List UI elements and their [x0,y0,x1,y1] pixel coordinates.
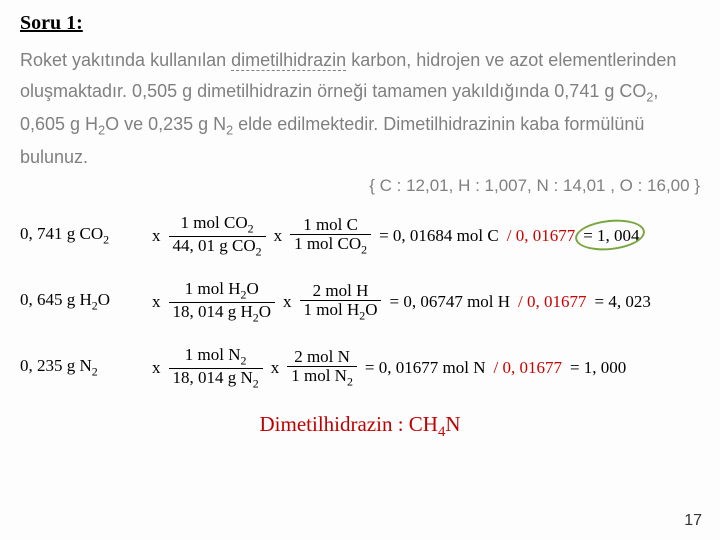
problem-text-4: O ve 0,235 g N [105,114,226,134]
result: = 0, 01677 mol N [365,358,486,378]
final-ratio: = 1, 004 [583,226,639,246]
calc-row-nitrogen: 0, 235 g N2 x 1 mol N2 18, 014 g N2 x 2 … [20,346,700,390]
times: x [152,358,161,378]
divide: / 0, 01677 [518,292,586,312]
calc-row-hydrogen: 0, 645 g H2O x 1 mol H2O 18, 014 g H2O x… [20,280,700,324]
result: = 0, 01684 mol C [379,226,499,246]
empirical-formula-answer: Dimetilhidrazin : CH4N [20,412,700,441]
page-number: 17 [684,512,702,530]
fraction-1: 1 mol CO2 44, 01 g CO2 [169,214,266,258]
lead-mass: 0, 235 g N2 [20,356,148,379]
fraction-2: 1 mol C 1 mol CO2 [290,216,371,257]
problem-dotted-word: dimetilhidrazin [231,50,346,71]
atomic-masses: { C : 12,01, H : 1,007, N : 14,01 , O : … [20,176,700,196]
fraction-1: 1 mol H2O 18, 014 g H2O [169,280,276,324]
fraction-2: 2 mol N 1 mol N2 [287,348,357,389]
times: x [152,292,161,312]
lead-mass: 0, 645 g H2O [20,290,148,313]
question-title: Soru 1: [20,12,700,35]
times: x [271,358,280,378]
problem-text-1: Roket yakıtında kullanılan [20,50,231,70]
final-ratio: = 1, 000 [570,358,626,378]
times: x [283,292,292,312]
divide: / 0, 01677 [493,358,561,378]
lead-mass: 0, 741 g CO2 [20,224,148,247]
result: = 0, 06747 mol H [389,292,510,312]
calc-row-carbon: 0, 741 g CO2 x 1 mol CO2 44, 01 g CO2 x … [20,214,700,258]
times: x [152,226,161,246]
times: x [274,226,283,246]
final-ratio: = 4, 023 [595,292,651,312]
problem-statement: Roket yakıtında kullanılan dimetilhidraz… [20,45,700,172]
fraction-1: 1 mol N2 18, 014 g N2 [169,346,263,390]
divide: / 0, 01677 [507,226,575,246]
fraction-2: 2 mol H 1 mol H2O [300,282,382,323]
